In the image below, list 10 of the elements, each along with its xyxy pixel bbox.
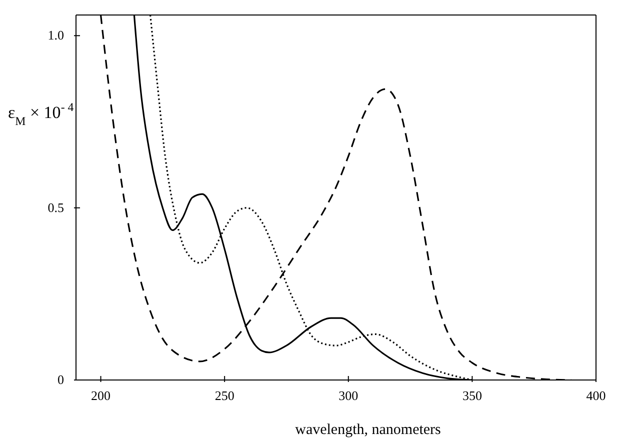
y-tick-label: 0.5 — [48, 200, 64, 215]
x-tick-label: 250 — [214, 388, 234, 403]
x-tick-label: 400 — [586, 388, 606, 403]
x-tick-label: 350 — [462, 388, 482, 403]
y-tick-label: 1.0 — [48, 28, 64, 43]
y-axis-title: ε$_{M}$ × 10$^{- 4}$ — [8, 100, 74, 128]
x-tick-label: 300 — [338, 388, 358, 403]
x-axis-title: wavelength, nanometers — [295, 422, 442, 438]
x-tick-label: 200 — [91, 388, 111, 403]
y-tick-label: 0 — [58, 372, 64, 387]
